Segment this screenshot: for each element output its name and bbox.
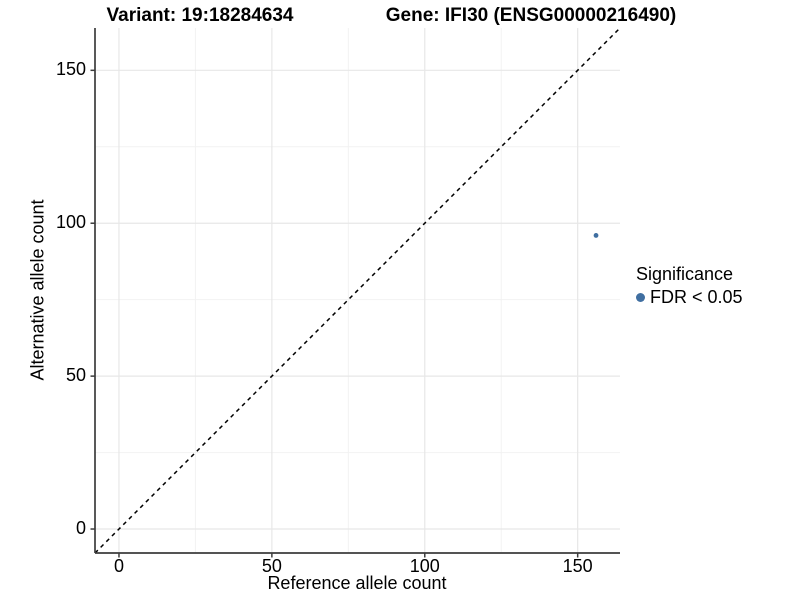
plot-title-gene: Gene: IFI30 (ENSG00000216490) <box>385 5 677 26</box>
y-tick-label-100: 100 <box>55 212 86 233</box>
y-tick-label-150: 150 <box>55 59 86 80</box>
x-tick-label-50: 50 <box>261 556 282 576</box>
x-tick-label-150: 150 <box>562 556 593 576</box>
legend-item: FDR < 0.05 <box>636 287 743 308</box>
legend-title: Significance <box>636 264 734 284</box>
plot-title-variant: Variant: 19:18284634 <box>106 5 294 26</box>
legend-item-label: FDR < 0.05 <box>650 287 743 307</box>
legend-point-icon <box>636 293 645 302</box>
y-tick-label-50: 50 <box>65 365 86 386</box>
legend: Significance FDR < 0.05 <box>636 263 743 308</box>
x-tick-label-0: 0 <box>113 556 124 576</box>
identity-line <box>94 27 621 554</box>
x-axis-title: Reference allele count <box>267 573 447 593</box>
y-tick-label-0: 0 <box>75 518 86 539</box>
y-axis-title: Alternative allele count <box>27 199 48 381</box>
x-tick-label-100: 100 <box>409 556 440 576</box>
data-point <box>593 233 599 238</box>
